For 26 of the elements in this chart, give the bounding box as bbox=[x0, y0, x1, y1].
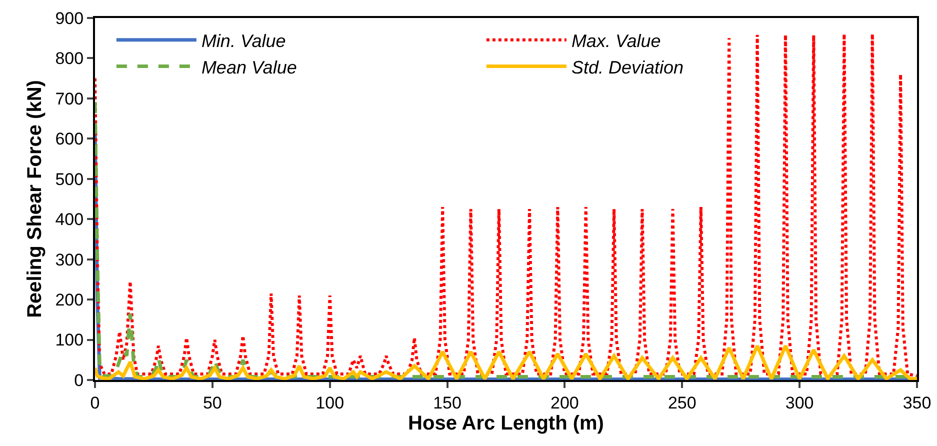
x-tick-label: 300 bbox=[785, 393, 814, 412]
x-tick-label: 100 bbox=[316, 393, 344, 412]
x-tick-label: 0 bbox=[90, 393, 100, 412]
line-series bbox=[95, 32, 917, 378]
line-series bbox=[95, 344, 917, 380]
y-tick-label: 800 bbox=[55, 49, 84, 68]
y-tick-label: 500 bbox=[55, 170, 84, 189]
x-axis-title: Hose Arc Length (m) bbox=[408, 412, 604, 434]
y-tick-label: 300 bbox=[55, 250, 84, 270]
y-tick-label: 200 bbox=[55, 290, 84, 310]
y-tick-label: 900 bbox=[55, 8, 84, 28]
legend-label: Min. Value bbox=[201, 30, 286, 51]
x-tick-label: 150 bbox=[433, 393, 462, 412]
legend-label: Max. Value bbox=[571, 30, 661, 51]
x-tick-label: 200 bbox=[550, 393, 579, 412]
y-tick-label: 700 bbox=[55, 89, 84, 108]
legend-label: Std. Deviation bbox=[571, 57, 684, 78]
x-tick-label: 250 bbox=[668, 393, 696, 412]
x-tick-label: 50 bbox=[202, 393, 222, 412]
y-tick-label: 400 bbox=[55, 210, 84, 230]
y-tick-label: 600 bbox=[55, 130, 84, 149]
y-axis-title: Reeling Shear Force (kN) bbox=[24, 80, 46, 318]
y-tick-label: 0 bbox=[74, 370, 84, 390]
legend-label: Mean Value bbox=[201, 57, 297, 78]
y-tick-label: 100 bbox=[55, 330, 84, 350]
x-tick-label: 350 bbox=[902, 393, 932, 412]
